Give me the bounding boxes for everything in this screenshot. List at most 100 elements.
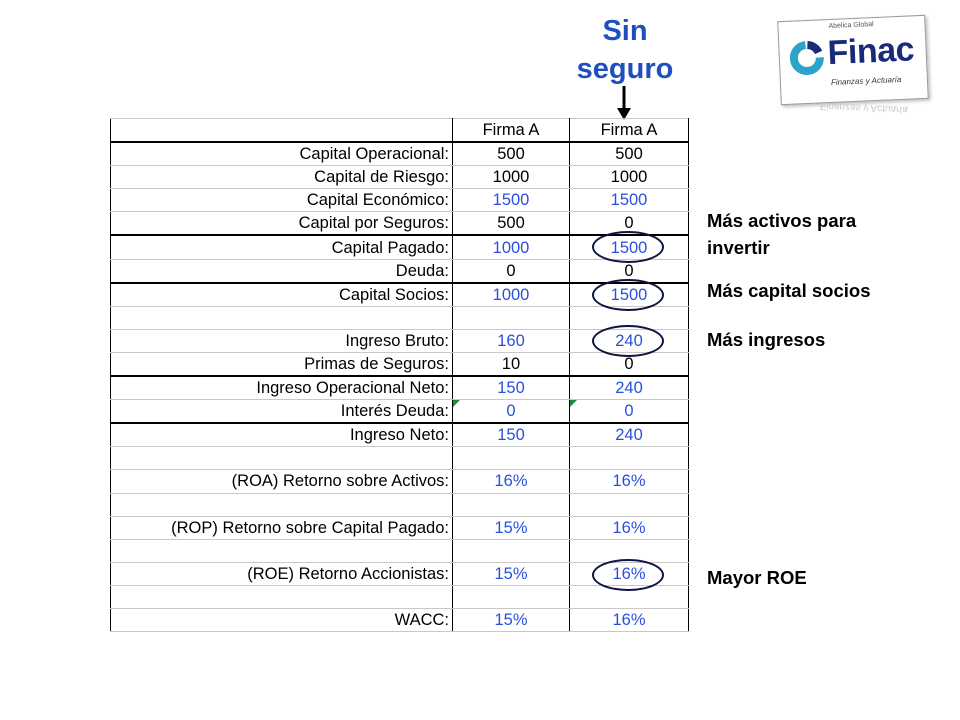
down-arrow-icon [617, 86, 631, 120]
cell-firma-1: 0 [452, 258, 570, 284]
cell-value: 0 [624, 354, 634, 373]
header-label-cell [110, 118, 453, 144]
table-row [110, 584, 689, 609]
table-row: Capital Económico: 1500 1500 [110, 188, 689, 213]
cell-firma-1: 15% [452, 607, 570, 633]
cell-firma-2 [569, 446, 689, 471]
annotation-socios: Más capital socios [707, 280, 871, 301]
cell-firma-1: 10 [452, 351, 570, 377]
cell-value: 1000 [492, 285, 530, 304]
cell-value: 500 [497, 214, 525, 233]
highlight-circle-ingreso-bruto [592, 325, 664, 357]
cell-firma-2: 16% [569, 469, 689, 494]
cell-value: 1500 [492, 191, 530, 210]
header-firma-2: Firma A [569, 118, 689, 144]
logo-reflection: Finanzas y Actuaría [819, 100, 909, 115]
row-label: WACC: [110, 607, 453, 633]
cell-firma-1 [452, 584, 570, 609]
cell-value: 0 [624, 402, 634, 421]
cell-firma-1: 0 [452, 399, 570, 424]
table-body: Capital Operacional: 500 500 Capital de Rie… [110, 141, 689, 633]
cell-firma-1 [452, 538, 570, 563]
cell-comment-marker-icon [570, 400, 577, 408]
table-row: Ingreso Neto: 150 240 [110, 422, 689, 448]
cell-firma-1: 160 [452, 328, 570, 353]
row-label: Interés Deuda: [110, 399, 453, 424]
table-row: Capital de Riesgo: 1000 1000 [110, 165, 689, 190]
finac-logo: Abelica Global Finac Finanzas y Actuaría [777, 14, 929, 106]
cell-firma-1: 1500 [452, 188, 570, 213]
cell-value: 240 [615, 426, 643, 445]
row-label [110, 305, 453, 330]
cell-value: 15% [494, 611, 528, 630]
cell-firma-1: 16% [452, 469, 570, 494]
row-label [110, 446, 453, 471]
row-label: Ingreso Bruto: [110, 328, 453, 353]
cell-value: 16% [612, 611, 646, 630]
cell-comment-marker-icon [453, 400, 460, 408]
cell-value: 150 [497, 426, 525, 445]
table-row: (ROP) Retorno sobre Capital Pagado: 15% 16… [110, 515, 689, 540]
cell-value: 16% [612, 472, 646, 491]
cell-value: 0 [506, 402, 516, 421]
cell-firma-1: 150 [452, 375, 570, 401]
table-row: Primas de Seguros: 10 0 [110, 351, 689, 377]
slide-title: Sin seguro [576, 15, 674, 85]
row-label: Capital Operacional: [110, 141, 453, 167]
row-label: Capital por Seguros: [110, 211, 453, 236]
row-label [110, 584, 453, 609]
cell-firma-2: 1500 [569, 188, 689, 213]
cell-firma-1: 1000 [452, 281, 570, 307]
table-header-row: Firma A Firma A [110, 118, 689, 144]
cell-value: 15% [494, 564, 528, 583]
highlight-circle-capital-socios [592, 279, 664, 311]
comparison-table: Firma A Firma A Capital Operacional: 500 5… [110, 118, 689, 633]
cell-firma-2: 16% [569, 607, 689, 633]
table-row: (ROA) Retorno sobre Activos: 16% 16% [110, 469, 689, 494]
cell-firma-1: 1000 [452, 165, 570, 190]
cell-value: 1000 [610, 168, 648, 187]
cell-value: 240 [615, 379, 643, 398]
table-row [110, 492, 689, 517]
cell-firma-1: 1000 [452, 234, 570, 260]
cell-value: 0 [624, 261, 634, 280]
cell-firma-1 [452, 446, 570, 471]
row-label: Capital Económico: [110, 188, 453, 213]
table-row: Interés Deuda: 0 0 [110, 399, 689, 424]
cell-value: 0 [624, 214, 634, 233]
cell-value: 16% [494, 472, 528, 491]
row-label: (ROE) Retorno Accionistas: [110, 561, 453, 586]
cell-firma-1 [452, 492, 570, 517]
table-row: Capital por Seguros: 500 0 [110, 211, 689, 236]
cell-firma-2: 240 [569, 422, 689, 448]
cell-value: 0 [506, 261, 516, 280]
highlight-circle-capital-pagado [592, 231, 664, 263]
table-row [110, 538, 689, 563]
logo-tagline: Finanzas y Actuaría [830, 74, 902, 87]
cell-firma-1 [452, 305, 570, 330]
row-label: Capital Pagado: [110, 234, 453, 260]
cell-firma-2: 1000 [569, 165, 689, 190]
logo-wordmark: Finac [826, 30, 915, 73]
highlight-circle-roe [592, 559, 664, 591]
row-label: Capital de Riesgo: [110, 165, 453, 190]
row-label: Primas de Seguros: [110, 351, 453, 377]
cell-value: 1000 [492, 238, 530, 257]
cell-value: 500 [497, 145, 525, 164]
table-row: Deuda: 0 0 [110, 258, 689, 284]
cell-firma-1: 150 [452, 422, 570, 448]
cell-value: 500 [615, 145, 643, 164]
header-firma-1: Firma A [452, 118, 570, 144]
cell-value: 10 [501, 354, 521, 373]
cell-firma-2: 240 [569, 375, 689, 401]
cell-firma-2: 500 [569, 141, 689, 167]
cell-value: 16% [612, 518, 646, 537]
table-row: WACC: 15% 16% [110, 607, 689, 633]
cell-firma-2: 16% [569, 515, 689, 540]
cell-value: 150 [497, 379, 525, 398]
cell-value: 160 [497, 331, 525, 350]
cell-firma-1: 15% [452, 561, 570, 586]
cell-firma-1: 500 [452, 211, 570, 236]
annotation-activos: Más activos para invertir [707, 210, 857, 258]
row-label: Deuda: [110, 258, 453, 284]
